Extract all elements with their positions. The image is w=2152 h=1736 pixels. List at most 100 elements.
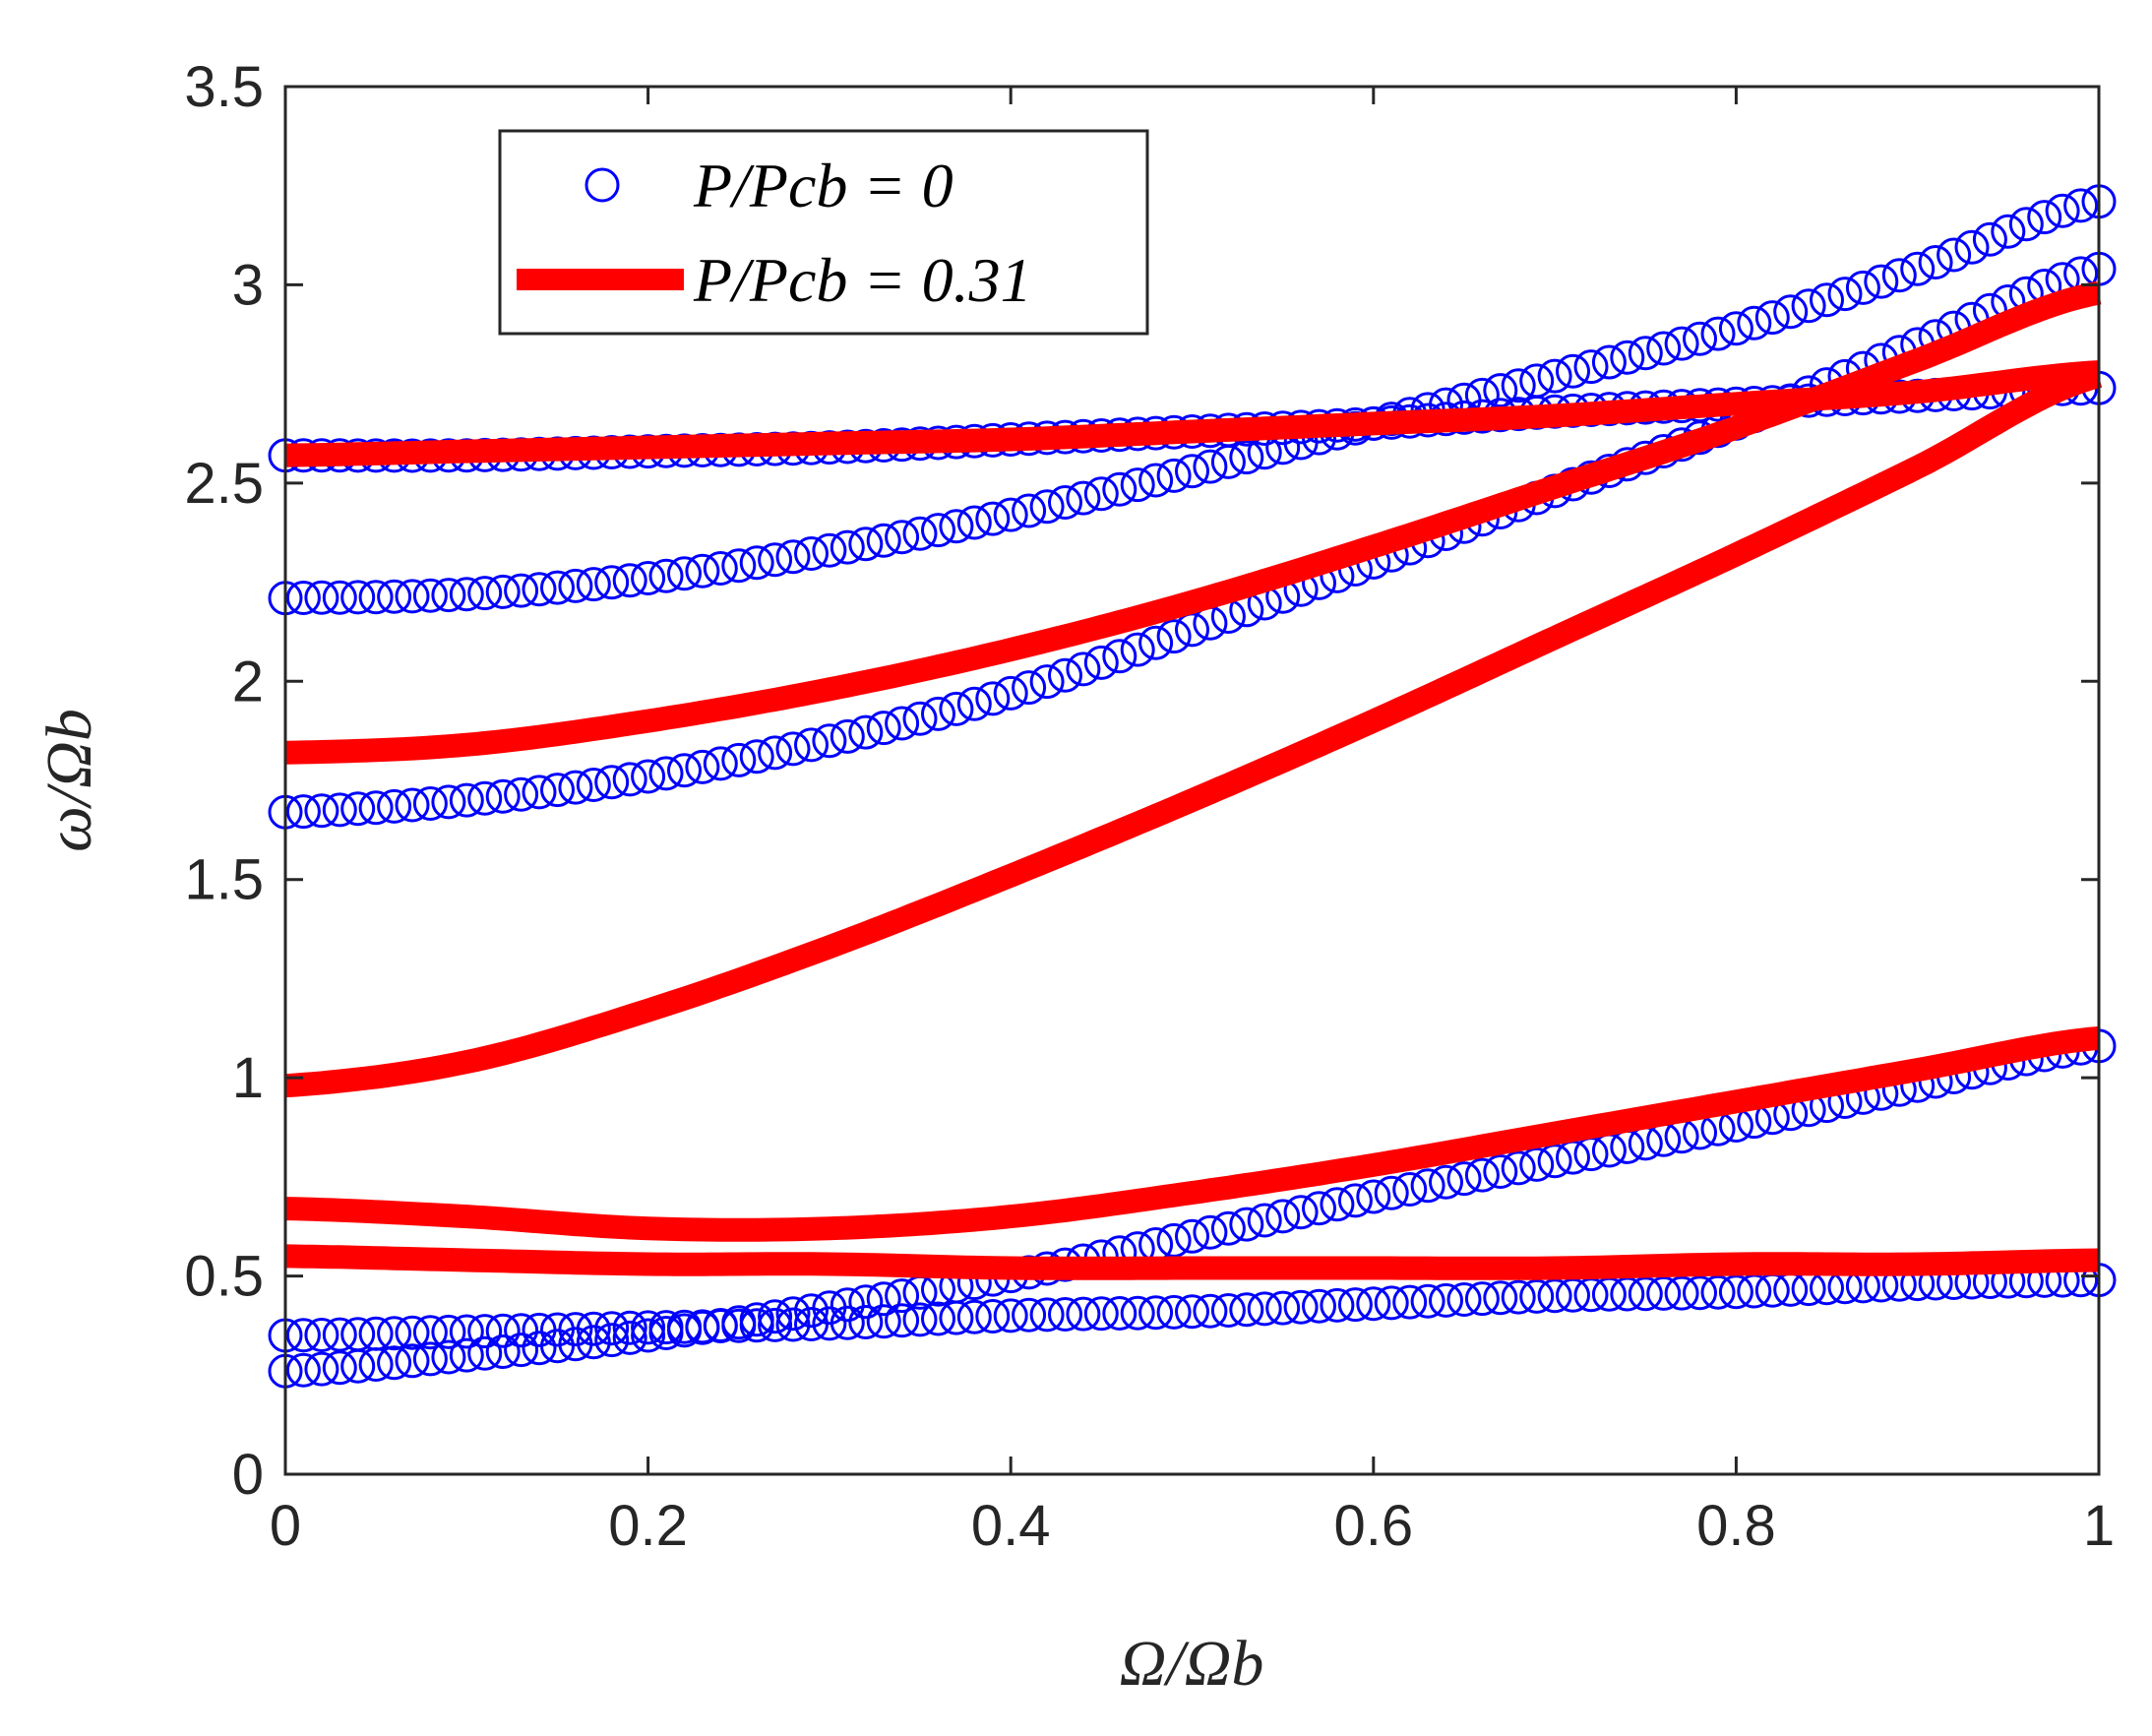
series-line-5 xyxy=(282,360,2102,467)
data-point-circle xyxy=(1628,336,1663,371)
data-point-circle xyxy=(612,1320,647,1355)
y-tick-label: 3.5 xyxy=(184,55,264,119)
data-point-circle xyxy=(1083,645,1119,680)
data-point-circle xyxy=(739,1302,774,1337)
data-point-circle xyxy=(775,539,811,575)
y-tick-label: 3 xyxy=(232,253,264,317)
data-point-circle xyxy=(1718,311,1753,346)
data-point-circle xyxy=(1048,657,1082,693)
data-point-circle xyxy=(594,1311,630,1346)
data-point-circle xyxy=(1012,1297,1047,1333)
data-point-circle xyxy=(412,786,448,821)
data-point-circle xyxy=(1247,1203,1282,1238)
data-point-circle xyxy=(1628,1276,1663,1312)
data-point-circle xyxy=(794,727,829,763)
data-point-circle xyxy=(1012,493,1047,528)
data-point-circle xyxy=(703,551,738,586)
data-point-circle xyxy=(885,520,920,555)
data-point-circle xyxy=(1791,288,1826,324)
data-point-circle xyxy=(866,1304,901,1339)
data-point-circle xyxy=(322,1350,357,1386)
data-point-circle xyxy=(1156,1222,1192,1258)
data-point-circle xyxy=(975,681,1011,716)
data-point-circle xyxy=(358,790,394,826)
y-tick-label: 0 xyxy=(232,1443,264,1507)
data-point-circle xyxy=(340,791,376,827)
data-point-circle xyxy=(1810,282,1844,318)
series-layer xyxy=(268,184,2117,1389)
data-point-circle xyxy=(576,768,611,802)
data-point-circle xyxy=(322,792,357,828)
series-line-2 xyxy=(282,1025,2102,1242)
data-point-circle xyxy=(1175,1294,1209,1330)
data-point-circle xyxy=(1138,463,1174,498)
data-point-circle xyxy=(504,1333,539,1368)
y-tick-label: 1.5 xyxy=(184,848,264,912)
data-point-circle xyxy=(1954,229,1990,265)
data-point-circle xyxy=(558,770,593,805)
data-point-circle xyxy=(1193,1293,1228,1329)
data-point-circle xyxy=(340,1348,376,1384)
data-point-circle xyxy=(1429,1164,1463,1200)
data-point-circle xyxy=(667,753,702,788)
data-point-circle xyxy=(1302,1191,1336,1226)
data-point-circle xyxy=(1483,1280,1518,1316)
data-point-circle xyxy=(1102,471,1137,507)
data-point-circle xyxy=(631,1318,666,1353)
data-point-circle xyxy=(467,1335,503,1371)
data-point-circle xyxy=(775,731,811,767)
data-point-circle xyxy=(631,759,666,794)
data-point-circle xyxy=(1175,1218,1209,1254)
data-point-circle xyxy=(1029,664,1065,700)
data-point-circle xyxy=(1718,1274,1753,1310)
data-point-circle xyxy=(1991,214,2026,249)
data-point-circle xyxy=(558,568,593,603)
data-point-circle xyxy=(703,1308,738,1342)
data-point-circle xyxy=(1392,1172,1428,1207)
data-point-circle xyxy=(775,1296,811,1332)
data-point-circle xyxy=(1302,1288,1336,1324)
data-point-circle xyxy=(1410,1168,1445,1204)
data-point-circle xyxy=(758,1299,793,1334)
data-point-circle xyxy=(395,579,430,614)
data-point-circle xyxy=(1156,619,1192,654)
data-point-circle xyxy=(1501,1150,1536,1186)
data-point-circle xyxy=(1337,1183,1373,1218)
data-point-circle xyxy=(522,572,557,607)
data-point-circle xyxy=(1265,1290,1301,1326)
data-point-circle xyxy=(449,1314,484,1349)
data-point-circle xyxy=(812,532,847,568)
data-point-circle xyxy=(304,580,339,615)
data-point-circle xyxy=(1737,305,1772,341)
data-point-circle xyxy=(993,497,1028,532)
y-tick-label: 2 xyxy=(232,650,264,713)
data-point-circle xyxy=(304,1318,339,1352)
ticks-layer: 0 0.2 0.4 0.6 0.8 1 0 0.5 1 1.5 2 2.5 3 3.5 xyxy=(184,55,2115,1558)
data-point-circle xyxy=(1937,237,1972,273)
data-point-circle xyxy=(285,1318,321,1353)
data-point-circle xyxy=(377,788,412,824)
data-point-circle xyxy=(594,765,630,800)
data-point-circle xyxy=(848,714,884,750)
data-point-circle xyxy=(1483,373,1518,408)
data-point-circle xyxy=(377,1345,412,1381)
data-point-circle xyxy=(902,1302,938,1337)
x-tick-label: 0.8 xyxy=(1696,1494,1776,1558)
data-point-circle xyxy=(866,1281,901,1317)
y-tick-label: 2.5 xyxy=(184,452,264,516)
data-point-circle xyxy=(939,509,974,544)
data-point-circle xyxy=(1410,1283,1445,1319)
data-point-circle xyxy=(1120,467,1155,503)
data-point-circle xyxy=(1501,1279,1536,1315)
data-point-circle xyxy=(485,574,521,609)
data-point-circle xyxy=(412,578,448,613)
data-point-circle xyxy=(304,1351,339,1387)
data-point-circle xyxy=(1356,1179,1391,1214)
data-point-circle xyxy=(993,1298,1028,1333)
data-point-circle xyxy=(685,1310,720,1345)
data-point-circle xyxy=(540,1329,575,1364)
data-point-circle xyxy=(504,573,539,608)
data-point-circle xyxy=(1320,1187,1355,1222)
data-point-circle xyxy=(885,1303,920,1338)
